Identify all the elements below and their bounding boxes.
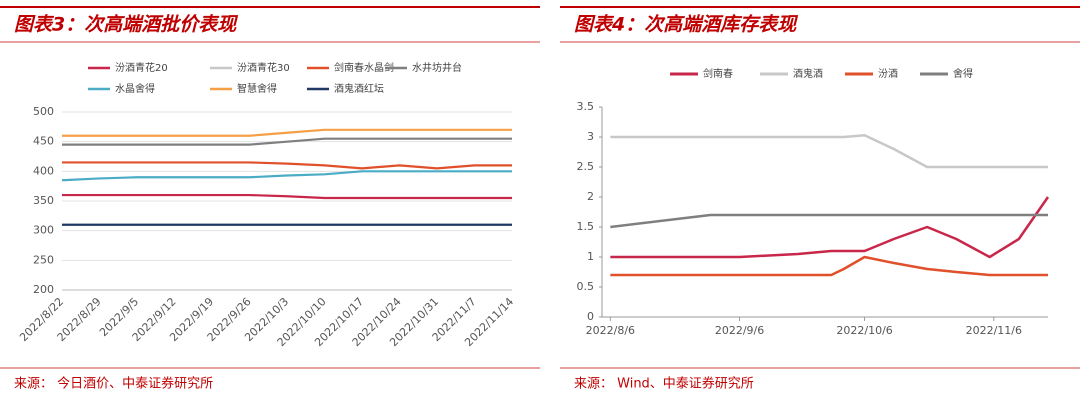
y-tick-label: 0 bbox=[587, 310, 594, 323]
y-tick-label: 450 bbox=[33, 135, 54, 148]
y-tick-label: 3 bbox=[587, 130, 594, 143]
y-tick-label: 3.5 bbox=[577, 100, 595, 113]
y-tick-label: 300 bbox=[33, 224, 54, 237]
legend-label: 水井坊井台 bbox=[412, 61, 462, 74]
legend-label: 汾酒青花30 bbox=[237, 61, 290, 74]
legend-label: 汾酒 bbox=[878, 68, 898, 80]
y-tick-label: 350 bbox=[33, 194, 54, 207]
y-tick-label: 0.5 bbox=[577, 280, 595, 293]
source: 来源： 今日酒价、中泰证券研究所 bbox=[14, 376, 213, 392]
legend-label: 汾酒青花20 bbox=[115, 61, 168, 74]
series-line bbox=[610, 196, 1050, 259]
y-tick-label: 250 bbox=[33, 253, 54, 266]
series-line bbox=[62, 193, 512, 200]
legend-label: 水晶舍得 bbox=[115, 82, 155, 95]
series-line bbox=[61, 170, 512, 182]
series-line bbox=[610, 255, 1048, 277]
series-line bbox=[62, 161, 512, 170]
legend-label: 酒鬼酒 bbox=[793, 67, 823, 80]
series-line bbox=[610, 213, 1048, 229]
x-tick-label: 2022/9/6 bbox=[715, 324, 764, 337]
y-tick-label: 2 bbox=[587, 190, 594, 203]
y-tick-label: 500 bbox=[33, 105, 54, 118]
series-line bbox=[62, 137, 512, 146]
chart-title: 图表3：次高端酒批价表现 bbox=[14, 14, 238, 36]
legend-label: 舍得 bbox=[953, 67, 973, 80]
legend-label: 智慧舍得 bbox=[237, 82, 277, 95]
x-tick-label: 2022/11/6 bbox=[966, 324, 1022, 337]
legend-label: 剑南春 bbox=[703, 67, 733, 80]
legend-label: 酒鬼酒红坛 bbox=[334, 82, 384, 95]
y-tick-label: 400 bbox=[33, 164, 54, 177]
y-tick-label: 1.5 bbox=[577, 220, 595, 233]
legend-label: 剑南春水晶剑 bbox=[334, 61, 394, 74]
y-tick-label: 2.5 bbox=[577, 160, 595, 173]
x-tick-label: 2022/10/6 bbox=[836, 324, 892, 337]
y-tick-label: 1 bbox=[587, 250, 594, 263]
series-line bbox=[62, 128, 512, 137]
x-tick-label: 2022/8/6 bbox=[586, 324, 635, 337]
y-tick-label: 200 bbox=[33, 283, 54, 296]
series-line bbox=[610, 133, 1048, 169]
chart-title: 图表4：次高端酒库存表现 bbox=[574, 14, 798, 36]
source: 来源： Wind、中泰证券研究所 bbox=[574, 376, 754, 392]
